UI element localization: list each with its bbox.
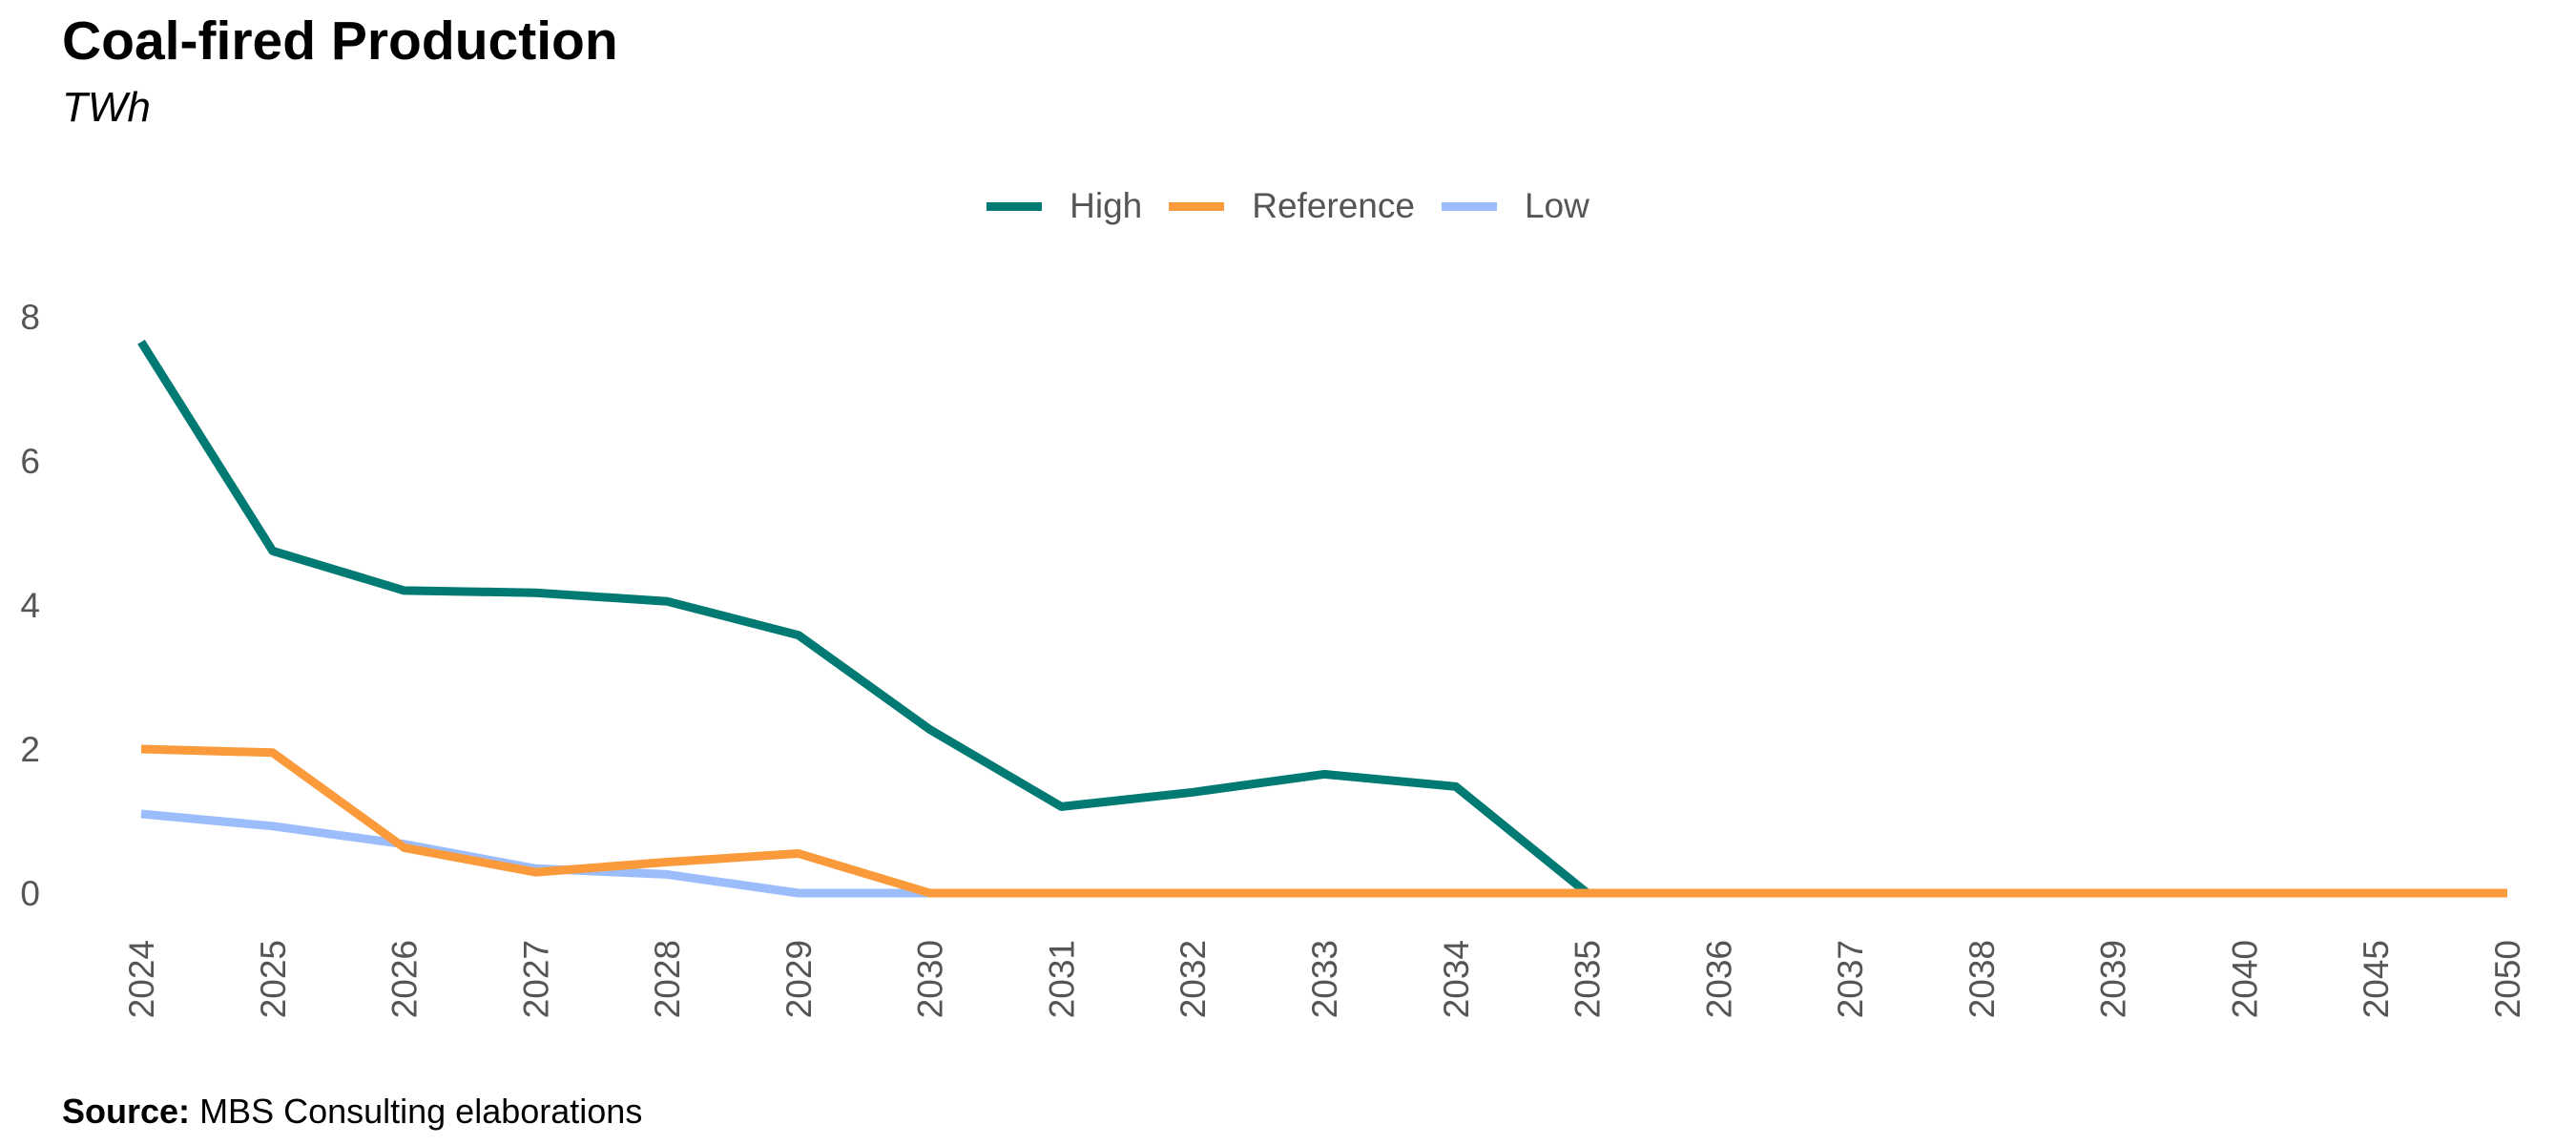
x-tick-label: 2034 [1437,940,1476,1018]
legend-label-low: Low [1524,186,1589,225]
x-tick-label: 2031 [1042,940,1081,1018]
legend-item-low: Low [1441,186,1589,226]
legend-swatch-reference [1169,201,1225,211]
x-tick-label: 2024 [122,940,161,1018]
x-tick-label: 2033 [1305,940,1344,1018]
x-tick-label: 2032 [1174,940,1213,1018]
x-tick-label: 2037 [1831,940,1870,1018]
x-tick-label: 2045 [2357,940,2396,1018]
y-tick-label: 4 [20,586,40,625]
legend-swatch-low [1441,201,1497,211]
x-tick-label: 2029 [779,940,819,1018]
source-text: MBS Consulting elaborations [199,1092,643,1131]
legend-label-reference: Reference [1252,186,1415,225]
x-tick-label: 2036 [1699,940,1738,1018]
series-line-high [137,340,2507,898]
x-tick-label: 2028 [648,940,687,1018]
x-tick-label: 2038 [1963,940,2002,1018]
x-tick-label: 2025 [254,940,293,1018]
y-tick-label: 8 [20,298,40,337]
chart-title: Coal-fired Production [62,10,618,72]
series-line-reference [140,744,2507,898]
y-tick-label: 0 [20,874,40,913]
y-tick-label: 2 [20,730,40,769]
x-tick-label: 2040 [2225,940,2264,1018]
x-tick-label: 2027 [516,940,555,1018]
legend-item-reference: Reference [1169,186,1415,226]
y-tick-label: 6 [20,442,40,481]
legend-swatch-high [987,201,1043,211]
x-tick-label: 2039 [2094,940,2133,1018]
x-tick-label: 2030 [911,940,950,1018]
legend-label-high: High [1070,186,1143,225]
legend-item-high: High [987,186,1142,226]
source-note: Source: MBS Consulting elaborations [62,1092,642,1132]
x-tick-label: 2035 [1568,940,1608,1018]
series-line-low [140,809,2507,898]
source-label: Source: [62,1092,191,1131]
x-tick-label: 2026 [385,940,425,1018]
chart-subtitle: TWh [62,84,151,131]
legend: High Reference Low [0,186,2576,226]
x-tick-label: 2050 [2488,940,2527,1018]
